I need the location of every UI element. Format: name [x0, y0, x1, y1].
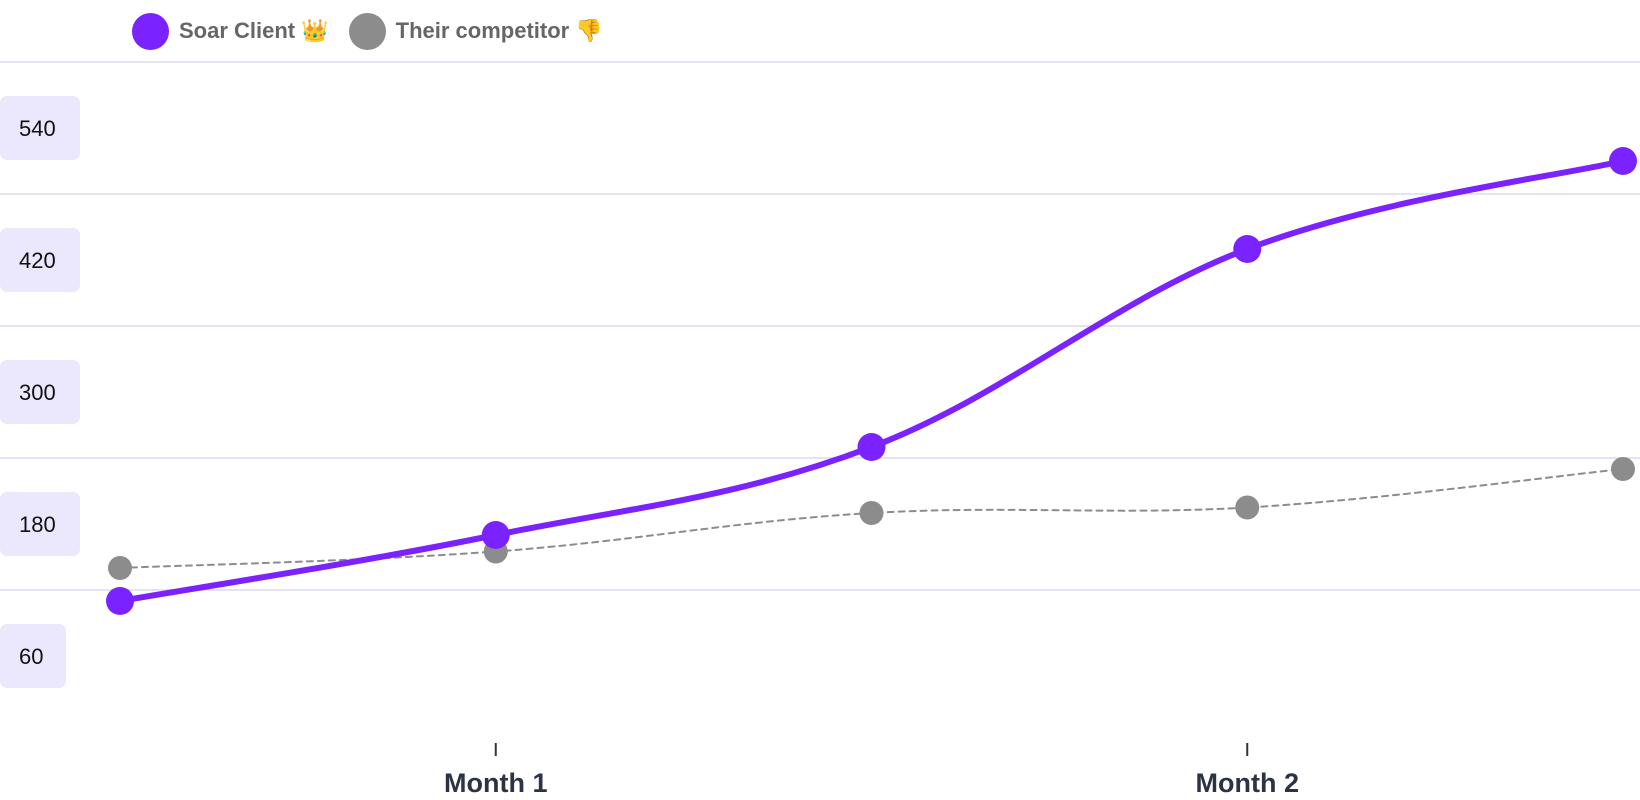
x-tick-label: Month 1 [444, 768, 547, 798]
data-point-competitor [1235, 495, 1260, 520]
data-point-soar-client [1609, 147, 1637, 175]
y-tick-label: 420 [19, 248, 56, 273]
legend-swatch-soar-client [132, 12, 169, 50]
data-point-competitor [1611, 457, 1635, 481]
y-tick-label: 60 [19, 644, 43, 669]
legend: Soar Client 👑 Their competitor 👎 [132, 12, 623, 50]
data-point-competitor [859, 501, 884, 525]
y-tick-label: 300 [19, 380, 56, 405]
y-tick-badge [0, 624, 66, 688]
series-line-soar-client [117, 158, 1626, 604]
legend-item-soar-client[interactable]: Soar Client 👑 [132, 12, 329, 50]
y-tick-badge [0, 228, 80, 292]
series-soar-client [106, 147, 1637, 615]
grid-lines [0, 61, 1640, 591]
data-point-soar-client [106, 587, 134, 615]
y-tick-badge [0, 492, 80, 556]
data-point-soar-client [857, 433, 886, 461]
legend-swatch-competitor [348, 12, 386, 50]
y-tick-badge [0, 96, 80, 160]
x-axis: Month 1 Month 2 [444, 743, 1299, 798]
legend-item-competitor[interactable]: Their competitor 👎 [348, 12, 603, 50]
legend-label-competitor: Their competitor 👎 [395, 18, 603, 43]
data-point-competitor [108, 556, 132, 580]
legend-label-soar-client: Soar Client 👑 [179, 18, 329, 43]
y-tick-label: 180 [19, 512, 56, 537]
y-axis: 60 180 300 420 540 [0, 96, 80, 688]
x-tick-label: Month 2 [1196, 768, 1299, 798]
y-tick-label: 540 [19, 116, 56, 141]
data-point-soar-client [481, 521, 510, 549]
y-tick-badge [0, 360, 80, 424]
data-point-soar-client [1233, 235, 1262, 263]
